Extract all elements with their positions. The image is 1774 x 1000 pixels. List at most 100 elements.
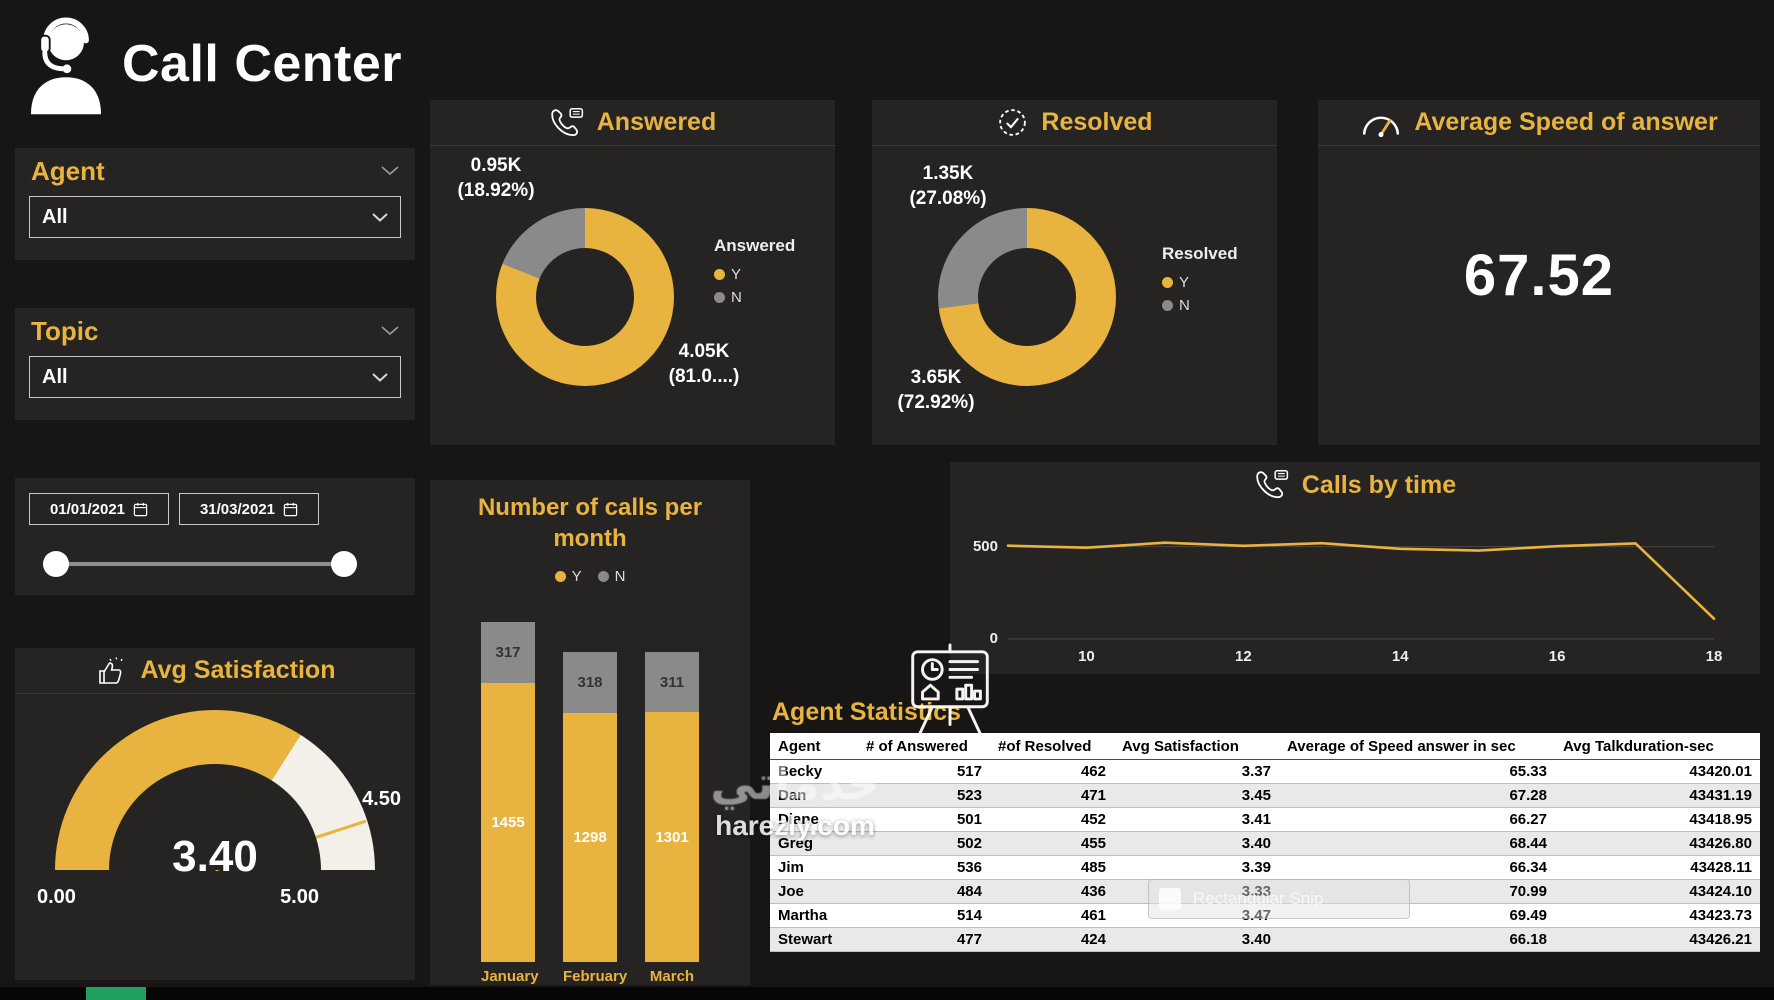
- table-cell: 43431.19: [1555, 783, 1760, 808]
- answered-donut[interactable]: [496, 208, 674, 386]
- table-row[interactable]: Jim 536 485 3.39 66.34 43428.11: [770, 855, 1760, 880]
- thumbs-up-icon: [95, 656, 129, 686]
- resolved-title: Resolved: [1041, 108, 1153, 136]
- answered-card: Answered 0.95K (18.92%) 4.05K (81.0....)…: [430, 100, 835, 445]
- bar-value-label: 1455: [491, 814, 525, 831]
- bar-column[interactable]: 317 1455: [481, 622, 535, 962]
- date-range-slider[interactable]: [43, 551, 387, 577]
- table-cell: 43426.80: [1555, 831, 1760, 856]
- legend-item-n[interactable]: N: [597, 568, 626, 586]
- bar-segment-n[interactable]: 317: [481, 622, 535, 683]
- legend-item-n[interactable]: N: [1162, 297, 1238, 314]
- check-circle-icon: [996, 106, 1029, 139]
- table-row[interactable]: Joe 484 436 3.33 70.99 43424.10: [770, 879, 1760, 904]
- table-cell: 477: [858, 927, 990, 952]
- avg-speed-card: Average Speed of answer 67.52: [1318, 100, 1760, 445]
- legend-dot: [714, 292, 725, 303]
- table-cell: 3.39: [1114, 855, 1279, 880]
- gauge-value: 3.40: [172, 832, 258, 881]
- phone-icon: [549, 107, 585, 139]
- chart-legend: Answered Y N: [714, 236, 795, 312]
- bar-value-label: 317: [495, 644, 521, 661]
- legend-item-y[interactable]: Y: [554, 568, 582, 585]
- donut-callout: 1.35K (27.08%): [888, 162, 1008, 211]
- chevron-down-icon[interactable]: [381, 166, 399, 176]
- table-cell: 485: [990, 855, 1114, 880]
- slider-track[interactable]: [53, 562, 347, 566]
- table-row[interactable]: Stewart 477 424 3.40 66.18 43426.21: [770, 927, 1760, 952]
- column-header[interactable]: Avg Satisfaction: [1114, 733, 1279, 760]
- agent-name-cell: Dan: [770, 783, 858, 808]
- table-cell: 66.18: [1279, 927, 1555, 952]
- calls-by-time-title: Calls by time: [1301, 470, 1457, 499]
- table-row[interactable]: Dan 523 471 3.45 67.28 43431.19: [770, 783, 1760, 808]
- column-header[interactable]: # of Answered: [858, 733, 990, 760]
- bar-segment-n[interactable]: 311: [645, 652, 699, 712]
- table-cell: 502: [858, 831, 990, 856]
- legend-item-y[interactable]: Y: [1162, 274, 1238, 291]
- bar-column[interactable]: 318 1298: [563, 652, 617, 962]
- legend-dot: [1162, 277, 1173, 288]
- legend-title: Resolved: [1162, 244, 1238, 263]
- bar-column[interactable]: 311 1301: [645, 652, 699, 962]
- callout-value: 0.95K: [470, 155, 522, 176]
- callout-pct: (72.92%): [897, 391, 975, 413]
- calls-per-month-plot: 317 1455 318 1298 311 1301: [430, 622, 750, 962]
- presentation-board-icon: [902, 642, 998, 748]
- table-cell: 501: [858, 807, 990, 832]
- table-row[interactable]: Martha 514 461 3.47 69.49 43423.73: [770, 903, 1760, 928]
- column-header[interactable]: Agent: [770, 733, 858, 760]
- topic-filter-card: Topic All: [15, 308, 415, 420]
- bar-segment-y[interactable]: 1455: [481, 683, 535, 962]
- callout-value: 1.35K: [922, 163, 974, 184]
- calls-by-time-plot[interactable]: [1006, 517, 1716, 640]
- resolved-donut[interactable]: [938, 208, 1116, 386]
- calendar-icon[interactable]: [133, 502, 148, 517]
- legend-item-label: N: [614, 568, 626, 586]
- bar-segment-y[interactable]: 1301: [645, 712, 699, 962]
- chevron-down-icon[interactable]: [381, 326, 399, 336]
- bar-segment-y[interactable]: 1298: [563, 713, 617, 962]
- table-cell: 452: [990, 807, 1114, 832]
- column-header[interactable]: Average of Speed answer in sec: [1279, 733, 1555, 760]
- bar-segment-n[interactable]: 318: [563, 652, 617, 713]
- legend-title: Answered: [714, 236, 796, 255]
- table-row[interactable]: Greg 502 455 3.40 68.44 43426.80: [770, 831, 1760, 856]
- bar-category-label: February: [563, 968, 628, 985]
- calls-by-time-card: Calls by time 500 0 10 12 14 16 18: [950, 462, 1760, 674]
- chevron-down-icon[interactable]: [372, 372, 388, 382]
- start-date-input[interactable]: 01/01/2021: [29, 493, 169, 525]
- bar-category-label: January: [481, 968, 539, 985]
- legend-item-label: N: [1179, 297, 1190, 314]
- slider-handle-start[interactable]: [43, 551, 69, 577]
- chevron-down-icon[interactable]: [372, 212, 388, 222]
- table-cell: 3.45: [1114, 783, 1279, 808]
- column-header[interactable]: Avg Talkduration-sec: [1555, 733, 1760, 760]
- table-cell: 3.40: [1114, 831, 1279, 856]
- taskbar-app-fragment[interactable]: [86, 987, 146, 1000]
- bottom-bar: [0, 987, 1774, 1000]
- table-cell: 43426.21: [1555, 927, 1760, 952]
- agent-name-cell: Greg: [770, 831, 858, 856]
- table-row[interactable]: Diane 501 452 3.41 66.27 43418.95: [770, 807, 1760, 832]
- resolved-card: Resolved 1.35K (27.08%) 3.65K (72.92%) R…: [872, 100, 1277, 445]
- legend-item-n[interactable]: N: [714, 289, 795, 306]
- calendar-icon[interactable]: [283, 502, 298, 517]
- headset-icon: [24, 12, 108, 118]
- legend-item-label: Y: [1179, 274, 1190, 291]
- slider-handle-end[interactable]: [331, 551, 357, 577]
- calls-per-month-card: Number of calls per month Y N 317 1455 318…: [430, 480, 750, 985]
- agent-select-value: All: [42, 205, 68, 228]
- agent-name-cell: Joe: [770, 879, 858, 904]
- agent-name-cell: Diane: [770, 807, 858, 832]
- column-header[interactable]: #of Resolved: [990, 733, 1114, 760]
- topic-select[interactable]: All: [29, 356, 401, 398]
- end-date-input[interactable]: 31/03/2021: [179, 493, 319, 525]
- x-tick-label: 10: [1078, 648, 1095, 665]
- agent-name-cell: Martha: [770, 903, 858, 928]
- satisfaction-gauge[interactable]: 3.40: [55, 710, 375, 881]
- legend-item-y[interactable]: Y: [714, 266, 795, 283]
- agent-filter-card: Agent All: [15, 148, 415, 260]
- agent-select[interactable]: All: [29, 196, 401, 238]
- table-row[interactable]: Becky 517 462 3.37 65.33 43420.01: [770, 759, 1760, 784]
